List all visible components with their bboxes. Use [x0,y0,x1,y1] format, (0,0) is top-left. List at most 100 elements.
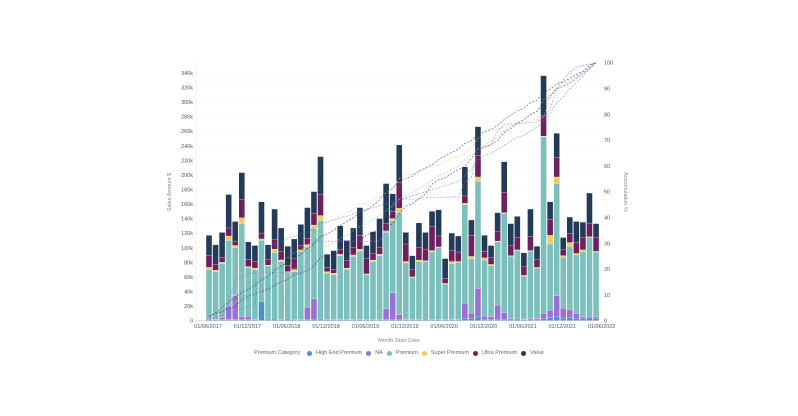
bar-segment-super-premium[interactable] [416,260,422,262]
bar-segment-premium[interactable] [350,256,357,320]
bar-segment-super-premium[interactable] [475,177,481,182]
bar-segment-high-end-premium[interactable] [481,319,488,321]
bar-segment-premium[interactable] [540,137,547,314]
bar-segment-value[interactable] [278,228,284,252]
bar-01/2021[interactable] [488,245,494,321]
bar-segment-value[interactable] [586,193,593,224]
bar-segment-super-premium[interactable] [232,245,239,248]
bar-segment-super-premium[interactable] [225,236,232,241]
bar-segment-ultra-premium[interactable] [416,247,422,260]
bar-segment-ultra-premium[interactable] [475,155,481,177]
bar-segment-high-end-premium[interactable] [468,318,475,321]
bar-segment-ultra-premium[interactable] [580,237,586,250]
bar-segment-na[interactable] [494,305,501,319]
bar-segment-high-end-premium[interactable] [547,317,553,321]
bar-segment-high-end-premium[interactable] [573,318,580,321]
bar-segment-value[interactable] [409,255,416,270]
bar-segment-ultra-premium[interactable] [455,252,462,262]
bar-segment-premium[interactable] [324,273,330,320]
bar-08/2017[interactable] [219,232,225,321]
bar-segment-na[interactable] [304,307,311,320]
bar-segment-super-premium[interactable] [298,250,304,252]
bar-segment-na[interactable] [567,309,573,318]
bar-segment-na[interactable] [383,309,389,320]
bar-segment-super-premium[interactable] [350,255,357,257]
bar-segment-value[interactable] [239,172,245,200]
bar-segment-na[interactable] [232,295,239,320]
bar-segment-super-premium[interactable] [252,268,258,270]
bar-03/2019[interactable] [343,240,350,321]
bar-segment-value[interactable] [370,231,376,254]
bar-segment-premium[interactable] [343,269,350,320]
bar-segment-ultra-premium[interactable] [586,223,593,237]
bar-segment-high-end-premium[interactable] [514,319,521,321]
bar-segment-value[interactable] [501,161,507,193]
bar-segment-ultra-premium[interactable] [225,228,232,236]
legend-item[interactable]: NA [375,350,383,356]
bar-segment-value[interactable] [567,217,573,234]
bar-segment-high-end-premium[interactable] [507,319,514,321]
bar-segment-ultra-premium[interactable] [265,259,271,266]
bar-segment-value[interactable] [298,224,304,246]
bar-segment-premium[interactable] [212,271,219,319]
bar-segment-premium[interactable] [547,244,553,311]
bar-11/2021[interactable] [553,133,560,321]
bar-segment-premium[interactable] [429,252,435,320]
bar-05/2022[interactable] [593,223,599,321]
bar-segment-na[interactable] [560,308,567,319]
bar-03/2021[interactable] [501,161,507,321]
bar-07/2021[interactable] [527,209,534,321]
bar-09/2019[interactable] [383,183,389,321]
bar-segment-high-end-premium[interactable] [271,319,278,321]
bar-segment-premium[interactable] [462,204,468,303]
bar-08/2020[interactable] [455,236,462,321]
bar-11/2018[interactable] [317,156,324,321]
bar-segment-value[interactable] [448,233,455,251]
bar-segment-na[interactable] [540,313,547,319]
bar-segment-ultra-premium[interactable] [239,199,245,218]
bar-segment-na[interactable] [396,314,403,320]
bar-segment-value[interactable] [422,232,429,249]
bar-segment-value[interactable] [455,236,462,252]
bar-segment-value[interactable] [553,133,560,158]
bar-segment-ultra-premium[interactable] [396,182,403,209]
bar-segment-value[interactable] [304,207,311,239]
bar-segment-value[interactable] [252,245,258,262]
bar-segment-ultra-premium[interactable] [409,269,416,277]
bar-segment-ultra-premium[interactable] [206,255,212,268]
bar-segment-na[interactable] [501,312,507,319]
bar-segment-ultra-premium[interactable] [376,247,383,255]
bar-08/2019[interactable] [376,218,383,321]
bar-segment-premium[interactable] [416,261,422,320]
bar-segment-na[interactable] [462,303,468,319]
bar-segment-super-premium[interactable] [357,249,363,252]
bar-segment-ultra-premium[interactable] [330,269,337,274]
bar-segment-premium[interactable] [396,212,403,315]
bar-segment-premium[interactable] [448,263,455,319]
bar-06/2021[interactable] [521,252,527,321]
bar-segment-premium[interactable] [245,268,252,317]
bar-segment-premium[interactable] [291,271,298,320]
bar-segment-value[interactable] [488,245,494,258]
bar-segment-super-premium[interactable] [258,239,265,241]
bar-segment-super-premium[interactable] [567,242,573,247]
bar-segment-ultra-premium[interactable] [435,236,442,247]
bar-10/2018[interactable] [311,191,317,321]
bar-segment-ultra-premium[interactable] [298,245,304,250]
bar-segment-value[interactable] [403,232,409,244]
bar-segment-super-premium[interactable] [304,244,311,247]
bar-segment-super-premium[interactable] [468,256,475,259]
bar-segment-ultra-premium[interactable] [232,241,239,246]
bar-segment-premium[interactable] [481,260,488,317]
bar-06/2019[interactable] [363,245,370,321]
bar-segment-premium[interactable] [455,262,462,320]
bar-segment-value[interactable] [540,75,547,116]
bar-segment-high-end-premium[interactable] [553,317,560,321]
bar-07/2017[interactable] [212,244,219,321]
bar-segment-na[interactable] [593,317,599,319]
bar-segment-super-premium[interactable] [573,253,580,255]
bar-segment-na[interactable] [239,317,245,320]
bar-segment-ultra-premium[interactable] [567,233,573,243]
bar-segment-ultra-premium[interactable] [291,258,298,270]
bar-segment-na[interactable] [580,317,586,319]
